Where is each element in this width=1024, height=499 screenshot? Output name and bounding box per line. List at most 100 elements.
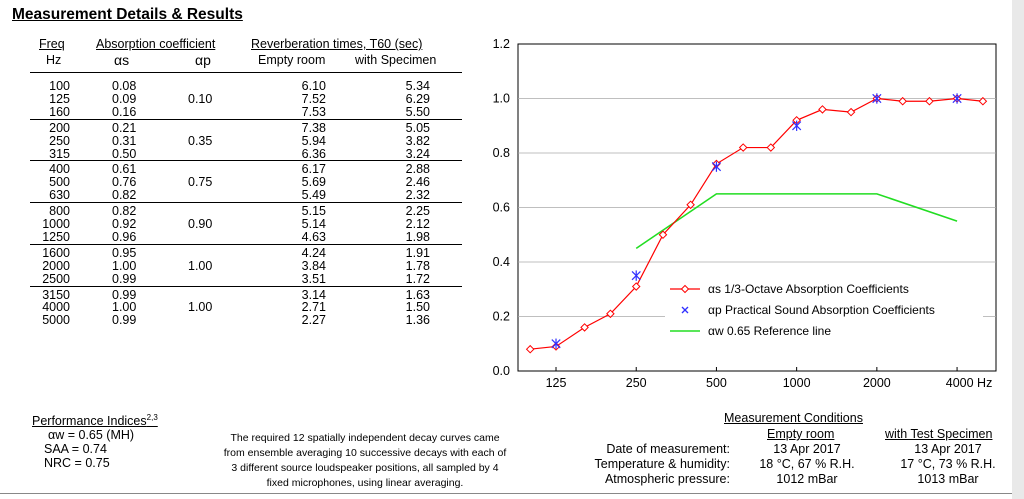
as-data-point	[925, 96, 934, 106]
as-data-point	[898, 96, 907, 106]
empty-room-cell: 3.51	[301, 271, 326, 286]
specimen-cell: 1.78	[405, 258, 430, 273]
col-header-as: αs	[114, 52, 130, 68]
freq-cell: 100	[49, 79, 70, 93]
specimen-cell: 1.98	[405, 229, 430, 244]
footer-divider	[0, 493, 1012, 494]
as-cell: 0.09	[112, 91, 137, 106]
empty-room-cell: 5.49	[301, 188, 326, 203]
freq-cell: 2500	[42, 271, 70, 286]
freq-cell: 630	[49, 188, 70, 203]
freq-cell: 5000	[42, 313, 70, 328]
absorption-chart: 0.0 0.2 0.4 0.6 0.8 1.0 1.2 125 250 500 1000 2000 40…	[493, 37, 997, 390]
empty-room-cell: 3.84	[301, 258, 326, 273]
col-header-freq: Freq	[39, 37, 65, 51]
specimen-cell: 2.12	[405, 217, 430, 231]
col-header-with-specimen: with Specimen	[355, 53, 437, 67]
legend-ap-label: αp Practical Sound Absorption Coefficien…	[708, 303, 935, 317]
ap-cell: 1.00	[188, 258, 213, 273]
as-data-point	[525, 344, 535, 354]
specimen-cell: 2.25	[405, 204, 430, 219]
note-line: fixed microphones, using linear averagin…	[266, 477, 464, 489]
specimen-cell: 1.72	[405, 271, 430, 286]
freq-cell: 4000	[42, 300, 70, 315]
freq-cell: 3150	[42, 287, 70, 302]
y-tick-label: 0.6	[493, 201, 510, 215]
as-cell: 0.50	[112, 146, 137, 161]
conditions-col-specimen: with Test Specimen	[885, 427, 993, 441]
legend-ref-label: αw 0.65 Reference line	[708, 324, 831, 338]
performance-title: Performance Indices2,3	[32, 413, 158, 429]
x-tick-label: 500	[706, 376, 727, 390]
empty-room-cell: 4.63	[301, 229, 326, 244]
x-tick-label: 4000 Hz	[946, 376, 993, 390]
as-cell: 0.61	[112, 162, 137, 177]
as-data-point	[846, 107, 856, 117]
note-line: from ensemble averaging 10 successive de…	[223, 447, 507, 459]
conditions-col-empty: Empty room	[767, 427, 835, 441]
conditions-label: Temperature & humidity:	[594, 457, 730, 471]
ap-data-point	[792, 120, 802, 131]
as-cell: 0.99	[112, 313, 137, 328]
performance-indices: Performance Indices2,3 αw = 0.65 (MH) SA…	[32, 411, 158, 470]
conditions-empty-value: 1012 mBar	[776, 472, 838, 486]
as-cell: 1.00	[112, 300, 137, 315]
specimen-cell: 3.82	[405, 133, 430, 148]
group-divider	[30, 285, 462, 287]
legend-as-marker	[680, 284, 690, 294]
as-data-point	[658, 230, 668, 240]
specimen-cell: 2.32	[405, 188, 430, 203]
empty-room-cell: 3.14	[301, 287, 326, 302]
as-cell: 0.08	[112, 79, 137, 93]
freq-cell: 400	[49, 162, 70, 177]
as-cell: 0.21	[112, 120, 137, 135]
legend-box	[665, 276, 983, 346]
empty-room-cell: 7.53	[301, 104, 326, 119]
as-data-point	[766, 143, 776, 152]
group-divider	[30, 243, 462, 245]
specimen-cell: 2.88	[405, 162, 430, 177]
as-cell: 0.31	[112, 133, 137, 148]
ap-cell: 0.10	[188, 91, 213, 106]
specimen-cell: 5.50	[405, 104, 430, 119]
as-cell: 0.16	[112, 104, 137, 119]
col-header-ap: αp	[195, 52, 211, 68]
freq-cell: 500	[49, 175, 70, 190]
as-cell: 0.92	[112, 217, 137, 231]
y-tick-label: 0.4	[493, 255, 510, 269]
conditions-spec-value: 1013 mBar	[917, 472, 979, 486]
specimen-cell: 1.50	[405, 300, 430, 315]
as-data-point	[686, 200, 695, 210]
as-cell: 0.99	[112, 287, 137, 302]
freq-cell: 2000	[42, 258, 70, 273]
y-tick-label: 1.2	[493, 37, 510, 51]
conditions-empty-value: 18 °C, 67 % R.H.	[759, 457, 855, 471]
ap-cell: 0.90	[188, 217, 213, 231]
group-divider	[30, 160, 462, 162]
freq-cell: 1250	[42, 229, 70, 244]
y-tick-label: 0.2	[493, 310, 510, 324]
empty-room-cell: 5.14	[301, 217, 326, 231]
saa-value: SAA = 0.74	[44, 442, 107, 457]
col-header-empty-room: Empty room	[258, 53, 326, 67]
ap-data-point	[872, 93, 882, 104]
empty-room-cell: 5.94	[301, 133, 326, 148]
ap-cell: 0.35	[188, 133, 213, 148]
specimen-cell: 2.46	[405, 175, 430, 190]
as-data-point	[631, 282, 641, 291]
as-data-point	[978, 96, 988, 106]
as-cell: 0.82	[112, 188, 137, 203]
nrc-value: NRC = 0.75	[44, 456, 110, 471]
legend-ap-marker	[681, 306, 689, 314]
as-cell: 0.96	[112, 229, 137, 244]
empty-room-cell: 2.27	[301, 313, 326, 328]
as-data-point	[606, 309, 615, 319]
ap-cell: 0.75	[188, 175, 213, 190]
group-divider	[30, 118, 462, 120]
note-line: 3 different source loudspeaker positions…	[231, 462, 499, 474]
ap-data-point	[551, 338, 561, 349]
specimen-cell: 3.24	[405, 146, 430, 161]
y-tick-label: 0.8	[493, 146, 510, 160]
freq-cell: 125	[49, 91, 70, 106]
